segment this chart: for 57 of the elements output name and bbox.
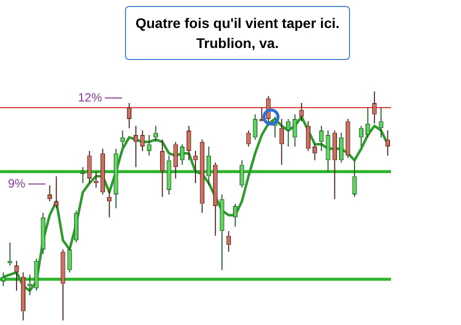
candlestick [352, 160, 357, 198]
candlestick [34, 258, 39, 292]
candlestick [259, 107, 264, 122]
candlestick [87, 150, 92, 184]
candlestick [74, 210, 79, 244]
candlestick [0, 272, 6, 287]
candlestick [240, 160, 244, 188]
candlestick [67, 246, 72, 273]
chart-title: Quatre fois qu'il vient taper ici. Trublion, va. [125, 6, 350, 60]
candlestick [153, 125, 158, 142]
candlestick [160, 139, 165, 198]
candlestick [252, 114, 258, 140]
candlestick [332, 130, 337, 200]
candlestick [306, 120, 310, 152]
candlestick [180, 144, 185, 166]
candlestick [206, 146, 212, 186]
candlestick [100, 148, 106, 196]
candlestick [372, 91, 377, 124]
candlestick [166, 155, 172, 196]
candlestick [346, 118, 350, 158]
candlestick [186, 125, 192, 161]
candlestick [213, 162, 218, 236]
candlestick [232, 203, 238, 228]
candlestick [114, 148, 118, 209]
candlestick [286, 118, 291, 147]
candlestick [220, 194, 224, 271]
candlestick [126, 102, 132, 129]
candlestick [140, 130, 145, 152]
candlestick [107, 189, 112, 218]
candlestick [338, 132, 344, 163]
candlestick [80, 166, 86, 184]
candlestick [146, 134, 152, 156]
candlestick [246, 130, 251, 147]
candlestick [60, 248, 66, 321]
candlestick [385, 130, 390, 156]
candlestick [378, 107, 384, 138]
candlestick [319, 125, 324, 152]
candlestick [326, 130, 330, 172]
candlestick [312, 144, 318, 161]
candlestick [292, 114, 298, 147]
candlestick [279, 118, 284, 166]
candlestick [358, 125, 364, 147]
candlestick [226, 230, 231, 252]
annotation: 9% [8, 176, 26, 190]
candlestick [200, 139, 204, 214]
candlestick [54, 176, 59, 209]
candlestick [40, 212, 46, 255]
candlestick [299, 102, 304, 122]
candlestick [365, 107, 370, 138]
candlestick [120, 130, 125, 147]
candlestick [14, 260, 19, 292]
candlestick [134, 125, 138, 168]
candlestick [20, 272, 26, 321]
candlestick [173, 141, 178, 180]
candlestick [193, 150, 198, 184]
annotation: 12% [78, 90, 102, 104]
candlestick [47, 184, 52, 202]
